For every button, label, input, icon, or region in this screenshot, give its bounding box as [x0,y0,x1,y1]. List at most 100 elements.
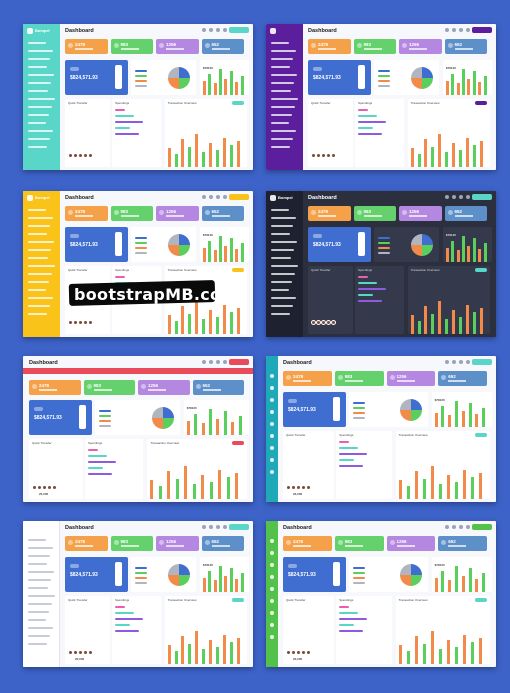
overview-button[interactable] [231,441,244,445]
overview-button[interactable] [474,101,487,105]
toolbar-icon[interactable] [223,525,227,529]
sidebar-item[interactable] [28,547,53,549]
toolbar-icon[interactable] [452,195,456,199]
sidebar-item[interactable] [271,66,290,68]
sidebar-icon[interactable] [270,458,274,462]
sidebar-item[interactable] [28,555,50,557]
sidebar-icon[interactable] [270,587,274,591]
contact-avatar[interactable] [301,650,306,655]
toolbar-icon[interactable] [459,28,463,32]
contact-avatar[interactable] [311,320,316,325]
sidebar-icon[interactable] [270,611,274,615]
sidebar-item[interactable] [271,90,291,92]
toolbar-icon[interactable] [216,195,220,199]
contact-avatar[interactable] [68,153,73,158]
header-button[interactable] [229,27,249,33]
sidebar-item[interactable] [28,571,54,573]
sidebar-item[interactable] [271,130,296,132]
contact-avatar[interactable] [78,650,83,655]
overview-button[interactable] [474,268,487,272]
sidebar-item[interactable] [271,209,289,211]
sidebar-item[interactable] [28,90,48,92]
sidebar-item[interactable] [271,233,290,235]
card-button[interactable] [115,65,122,89]
overview-button[interactable] [231,101,244,105]
sidebar-item[interactable] [271,74,297,76]
sidebar-icon[interactable] [270,434,274,438]
toolbar-icon[interactable] [445,195,449,199]
sidebar-icon[interactable] [270,398,274,402]
sidebar-item[interactable] [28,627,53,629]
toolbar-icon[interactable] [202,195,206,199]
sidebar-item[interactable] [28,42,46,44]
contact-avatar[interactable] [306,485,311,490]
overview-button[interactable] [474,598,487,602]
sidebar-item[interactable] [271,146,290,148]
sidebar-item[interactable] [271,138,293,140]
header-button[interactable] [229,524,249,530]
overview-button[interactable] [231,598,244,602]
sidebar-item[interactable] [271,82,294,84]
contact-avatar[interactable] [68,320,73,325]
sidebar-item[interactable] [28,281,49,283]
sidebar-icon[interactable] [270,539,274,543]
toolbar-icon[interactable] [216,28,220,32]
sidebar-item[interactable] [28,249,51,251]
sidebar-item[interactable] [28,50,53,52]
sidebar-icon[interactable] [270,599,274,603]
contact-avatar[interactable] [301,485,306,490]
card-button[interactable] [358,232,365,256]
header-button[interactable] [229,194,249,200]
sidebar-icon[interactable] [270,386,274,390]
contact-avatar[interactable] [88,650,93,655]
contact-avatar[interactable] [73,320,78,325]
sidebar-item[interactable] [28,265,55,267]
contact-avatar[interactable] [296,650,301,655]
contact-avatar[interactable] [88,320,93,325]
toolbar-icon[interactable] [209,360,213,364]
toolbar-icon[interactable] [445,525,449,529]
sidebar-item[interactable] [28,539,46,541]
toolbar-icon[interactable] [216,525,220,529]
sidebar-item[interactable] [271,313,290,315]
header-button[interactable] [472,194,492,200]
toolbar-icon[interactable] [452,525,456,529]
contact-avatar[interactable] [32,485,37,490]
contact-avatar[interactable] [83,650,88,655]
contact-avatar[interactable] [83,153,88,158]
sidebar-item[interactable] [271,257,291,259]
contact-avatar[interactable] [68,650,73,655]
sidebar-item[interactable] [271,249,294,251]
sidebar-item[interactable] [271,265,298,267]
sidebar-item[interactable] [28,138,50,140]
sidebar-item[interactable] [28,579,51,581]
sidebar-item[interactable] [28,611,49,613]
sidebar-item[interactable] [271,217,296,219]
sidebar-item[interactable] [28,225,50,227]
sidebar-item[interactable] [28,106,52,108]
contact-avatar[interactable] [83,320,88,325]
sidebar-item[interactable] [271,225,293,227]
contact-avatar[interactable] [42,485,47,490]
toolbar-icon[interactable] [445,360,449,364]
sidebar-item[interactable] [28,66,47,68]
toolbar-icon[interactable] [202,360,206,364]
toolbar-icon[interactable] [459,195,463,199]
sidebar-item[interactable] [28,289,46,291]
contact-avatar[interactable] [306,650,311,655]
contact-avatar[interactable] [316,320,321,325]
sidebar-item[interactable] [271,42,289,44]
sidebar-item[interactable] [271,114,292,116]
contact-avatar[interactable] [321,153,326,158]
contact-avatar[interactable] [311,153,316,158]
sidebar-item[interactable] [28,595,55,597]
sidebar-item[interactable] [271,98,298,100]
sidebar-item[interactable] [28,619,46,621]
sidebar-item[interactable] [271,58,293,60]
sidebar-item[interactable] [271,50,296,52]
contact-avatar[interactable] [88,153,93,158]
contact-avatar[interactable] [78,153,83,158]
contact-avatar[interactable] [326,320,331,325]
contact-avatar[interactable] [291,485,296,490]
sidebar-icon[interactable] [270,374,274,378]
